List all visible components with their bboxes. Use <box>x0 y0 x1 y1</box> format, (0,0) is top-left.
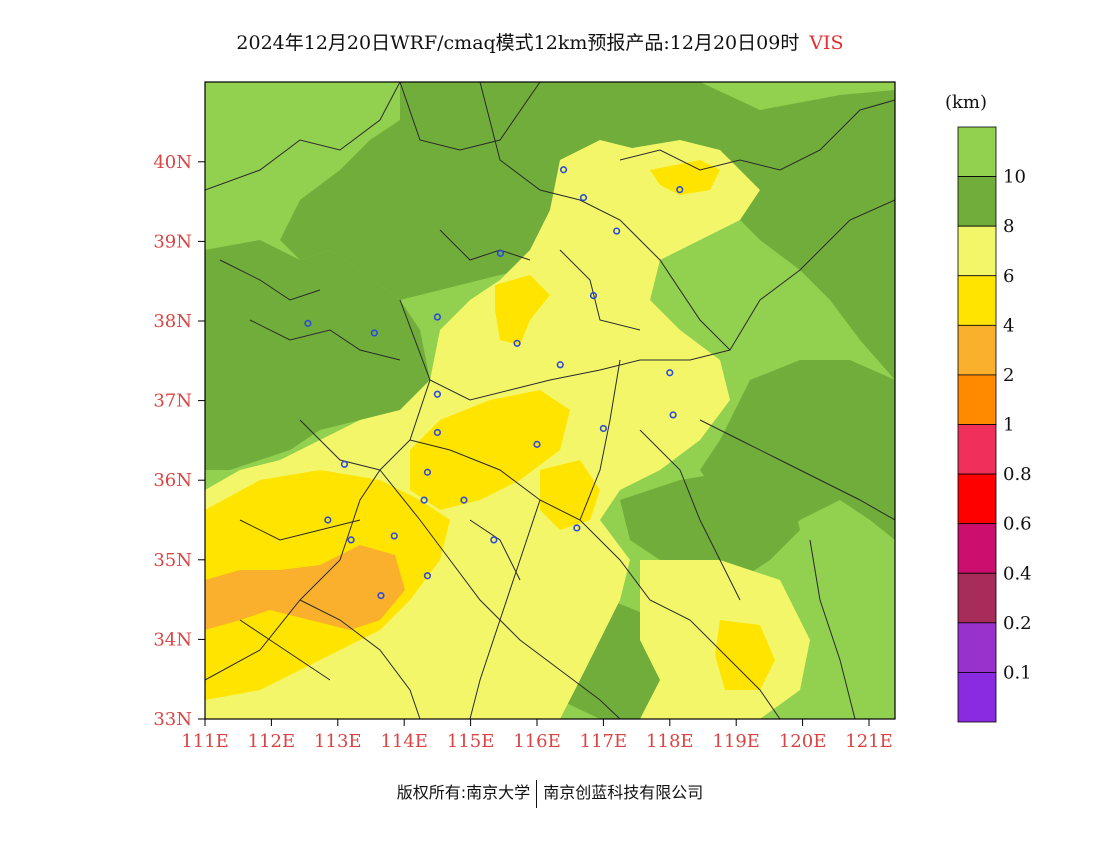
lat-tick-label: 33N <box>153 709 192 730</box>
vis-4-6-central <box>410 390 570 510</box>
colorbar-label: 8 <box>1003 216 1014 237</box>
colorbar-swatch <box>957 523 997 574</box>
colorbar-label: 10 <box>1003 167 1026 188</box>
city-marker <box>533 440 541 448</box>
colorbar: 10 8 6 4 2 1 0.8 0.6 0.4 0.2 0.1 <box>957 126 1032 723</box>
colorbar-label: 2 <box>1003 365 1014 386</box>
title-main: 2024年12月20日WRF/cmaq模式12km预报产品:12月20日09时 <box>236 32 800 54</box>
city-marker <box>423 572 432 580</box>
lat-tick-label: 36N <box>153 470 192 491</box>
title-variable: VIS <box>809 32 844 54</box>
lon-tick-label: 119E <box>712 731 760 752</box>
city-marker <box>613 227 621 235</box>
lat-tick-label: 40N <box>153 152 192 173</box>
colorbar-swatch <box>957 176 997 227</box>
colorbar-label: 0.1 <box>1003 662 1032 683</box>
city-marker <box>433 313 442 321</box>
city-marker <box>377 592 385 600</box>
lon-tick-label: 121E <box>845 731 893 752</box>
city-marker <box>599 424 608 433</box>
city-marker <box>669 411 677 419</box>
colorbar-swatch <box>957 275 997 326</box>
chart-title: 2024年12月20日WRF/cmaq模式12km预报产品:12月20日09时 V… <box>0 28 1080 55</box>
city-marker <box>579 194 588 202</box>
colorbar-swatch <box>957 672 997 723</box>
latitude-axis: 40N 39N 38N 37N 36N 35N 34N 33N <box>153 152 205 730</box>
lat-tick-label: 35N <box>153 550 192 571</box>
city-marker <box>324 516 332 524</box>
city-marker <box>423 468 432 476</box>
footer-left: 版权所有:南京大学 <box>396 783 531 802</box>
colorbar-label: 0.4 <box>1003 563 1032 584</box>
vis-8-10-west <box>205 240 430 470</box>
footer-separator <box>536 779 538 808</box>
lon-tick-label: 117E <box>580 731 628 752</box>
boundary-lines <box>205 82 895 719</box>
colorbar-swatch <box>957 225 997 277</box>
vis-2-4-southwest <box>205 545 405 630</box>
colorbar-label: 0.2 <box>1003 613 1032 634</box>
lon-tick-label: 114E <box>380 731 428 752</box>
city-marker <box>390 532 398 540</box>
lat-tick-label: 34N <box>153 629 192 650</box>
city-marker <box>340 460 349 468</box>
lon-tick-label: 116E <box>513 731 561 752</box>
vis-8-10-southeast <box>620 470 800 580</box>
lon-tick-label: 118E <box>646 731 694 752</box>
lat-tick-label: 37N <box>153 391 192 412</box>
colorbar-label: 4 <box>1003 315 1014 336</box>
colorbar-swatch <box>957 126 997 177</box>
colorbar-label: 0.6 <box>1003 514 1032 535</box>
city-marker <box>676 186 684 194</box>
lon-tick-label: 120E <box>779 731 827 752</box>
vis-4-6-northeast <box>650 160 720 195</box>
city-marker <box>589 291 598 300</box>
colorbar-label: 6 <box>1003 266 1014 287</box>
vis-4-6-east <box>540 460 600 530</box>
city-marker <box>420 496 428 504</box>
city-marker <box>573 524 581 532</box>
colorbar-swatch <box>957 374 997 425</box>
colorbar-swatch <box>957 424 997 475</box>
city-marker <box>513 339 521 347</box>
vis-4-6-south <box>715 620 775 690</box>
footer-right: 南京创蓝科技有限公司 <box>543 783 704 802</box>
colorbar-swatch <box>957 622 997 673</box>
copyright-footer: 版权所有:南京大学 南京创蓝科技有限公司 <box>0 779 1100 808</box>
lat-tick-label: 38N <box>153 311 192 332</box>
city-marker <box>304 319 312 327</box>
colorbar-swatch <box>957 572 997 624</box>
city-marker <box>666 369 674 377</box>
visibility-field <box>205 82 895 719</box>
lon-tick-label: 115E <box>447 731 495 752</box>
city-marker <box>559 166 568 174</box>
lon-tick-label: 111E <box>181 731 229 752</box>
city-marker <box>370 329 378 337</box>
city-stations <box>304 166 684 600</box>
city-marker <box>433 428 442 437</box>
longitude-axis: 111E 112E 113E 114E 115E 116E 117E 118E 119E 120E… <box>181 719 893 752</box>
colorbar-swatch <box>957 473 997 525</box>
city-marker <box>433 390 442 398</box>
city-marker <box>460 496 468 504</box>
city-marker <box>490 536 498 544</box>
colorbar-label: 0.8 <box>1003 464 1032 485</box>
colorbar-label: 1 <box>1003 415 1014 436</box>
city-marker <box>496 249 505 257</box>
vis-4-6-north <box>495 275 550 345</box>
city-marker <box>556 361 564 369</box>
colorbar-unit: (km) <box>945 92 987 113</box>
lon-tick-label: 112E <box>248 731 296 752</box>
colorbar-swatch <box>957 324 997 376</box>
lat-tick-label: 39N <box>153 231 192 252</box>
lon-tick-label: 113E <box>314 731 362 752</box>
city-marker <box>347 536 355 544</box>
